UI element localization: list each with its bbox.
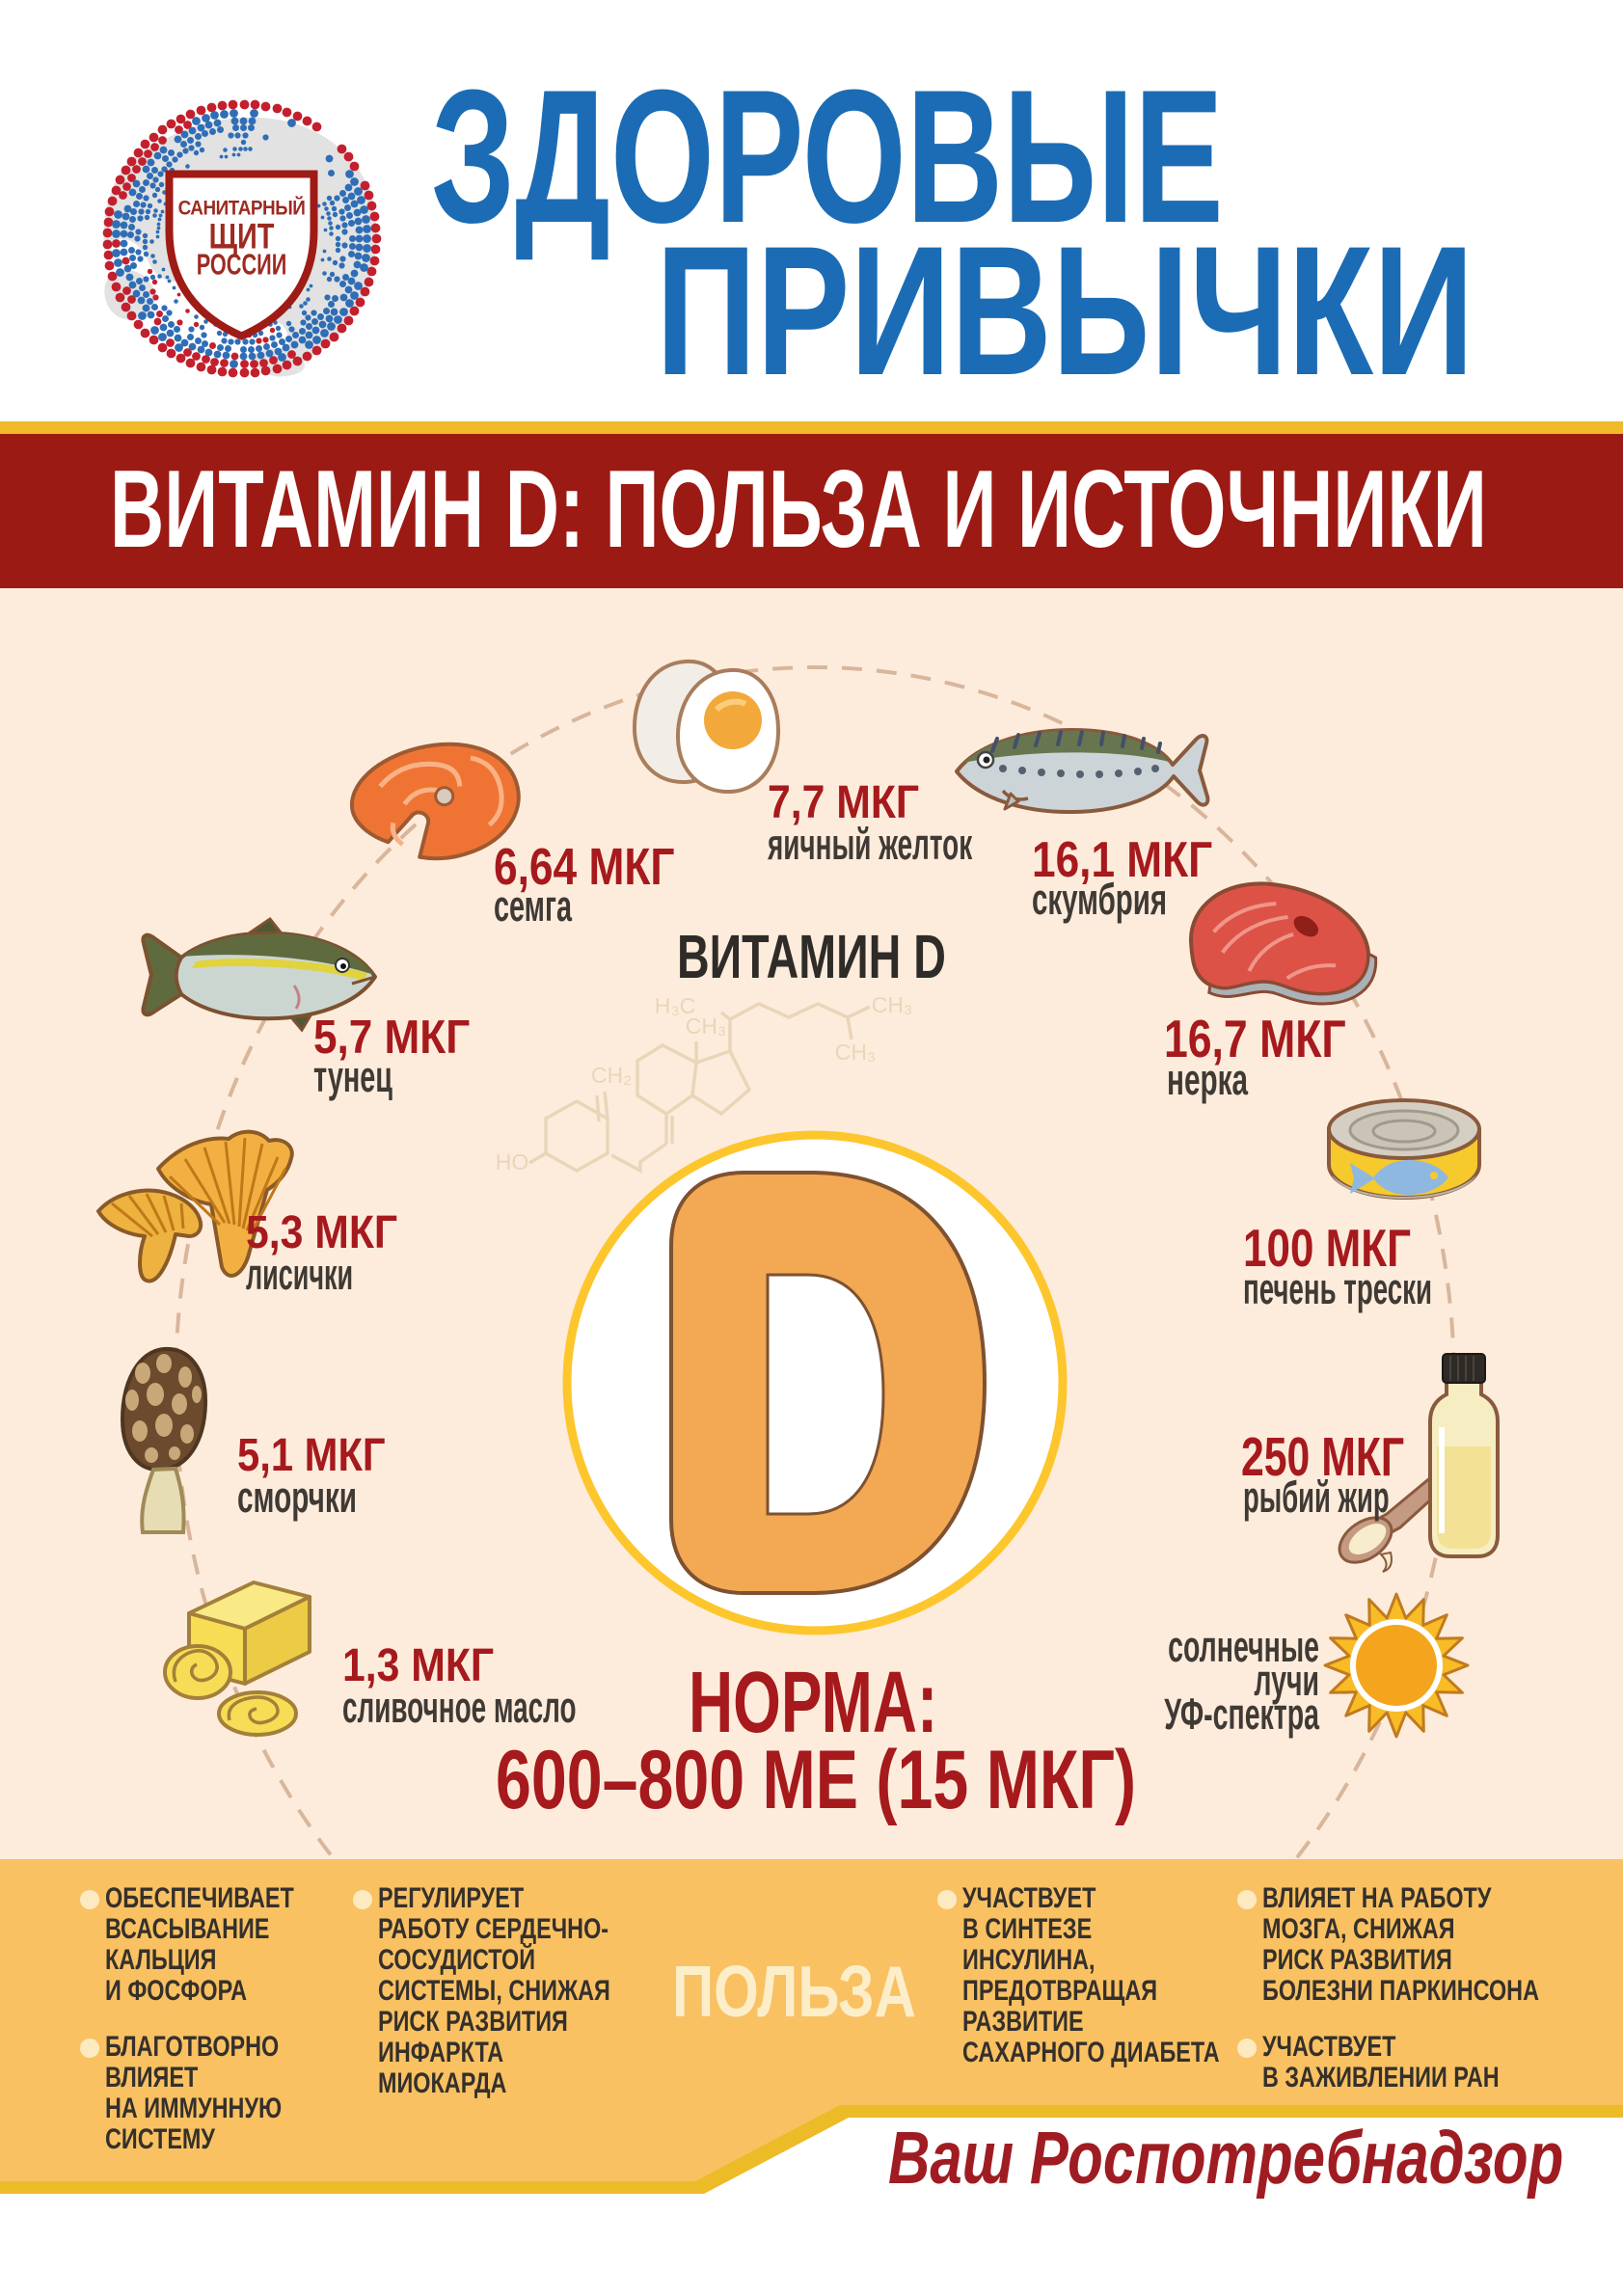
svg-text:CH₂: CH₂ (591, 1063, 632, 1088)
svg-text:РОССИИ: РОССИИ (197, 248, 287, 282)
svg-text:CH₃: CH₃ (686, 1013, 727, 1039)
svg-text:H₃C: H₃C (655, 993, 696, 1018)
svg-text:ЩИТ: ЩИТ (209, 217, 275, 257)
svg-text:САНИТАРНЫЙ: САНИТАРНЫЙ (178, 196, 306, 220)
svg-text:CH₃: CH₃ (835, 1040, 877, 1065)
svg-text:CH₃: CH₃ (872, 992, 913, 1017)
svg-text:HO: HO (496, 1149, 529, 1175)
